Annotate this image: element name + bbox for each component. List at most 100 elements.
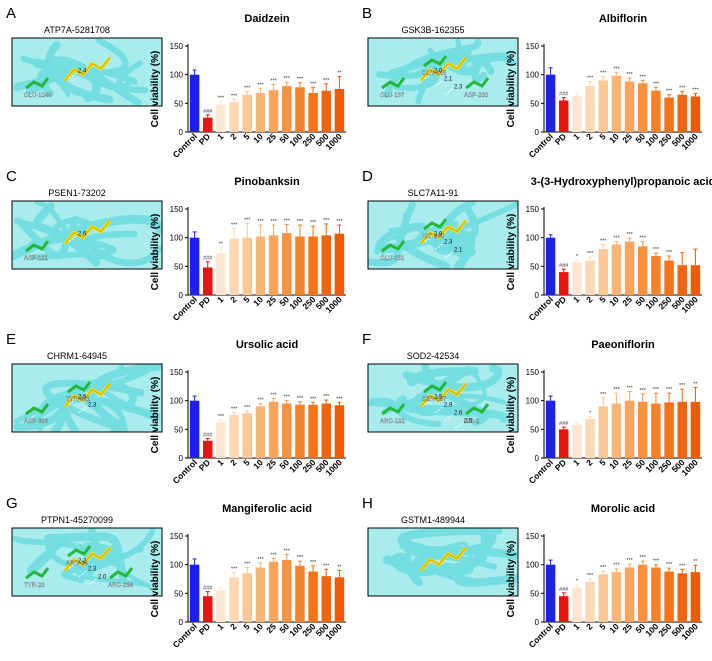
- bar-1: [216, 253, 226, 295]
- panel-letter: G: [6, 495, 18, 512]
- y-tick-label: 0: [535, 291, 540, 300]
- significance-label: ***: [297, 396, 304, 402]
- x-tick-label: 25: [620, 457, 634, 471]
- bar-500: [677, 94, 687, 132]
- significance-label: ###: [559, 92, 569, 98]
- y-tick-label: 150: [526, 532, 540, 541]
- bar-control: [189, 74, 200, 132]
- significance-label: ***: [587, 251, 594, 257]
- significance-label: ***: [653, 559, 660, 565]
- bar-1: [572, 95, 582, 132]
- significance-label: ***: [257, 557, 264, 563]
- residue-label: ARG-254: [108, 583, 134, 589]
- residue-stick: [25, 240, 50, 253]
- structure-frame: [367, 363, 519, 433]
- residue-label: TYR-20: [24, 583, 45, 589]
- x-tick-label: 10: [607, 131, 621, 145]
- residue-label: GLU-1048: [24, 93, 52, 99]
- panel-letter: D: [362, 168, 373, 185]
- x-tick-label: 2: [584, 457, 595, 468]
- panel-letter: E: [6, 331, 16, 348]
- hbond-distance: 2.1: [444, 77, 453, 83]
- hbond-distance: 2.3: [88, 403, 97, 409]
- hbond-line: [454, 422, 464, 429]
- y-tick-label: 50: [530, 99, 539, 108]
- protein-ribbon: [88, 364, 162, 430]
- bar-control: [189, 400, 200, 458]
- significance-label: ***: [679, 563, 686, 569]
- hbond-distance: 2.3: [454, 85, 463, 91]
- bar-100: [651, 567, 661, 622]
- y-tick-label: 100: [526, 234, 540, 243]
- structure-label: SOD2-42534: [407, 351, 460, 361]
- bar-100: [295, 236, 305, 295]
- residue-stick: [67, 545, 92, 558]
- bar-5: [598, 406, 608, 458]
- y-axis-label: Cell viability (%): [150, 541, 161, 618]
- x-tick-label: 10: [607, 621, 621, 635]
- significance-label: ***: [244, 562, 251, 568]
- y-tick-label: 100: [170, 561, 184, 570]
- bar-100: [295, 565, 305, 622]
- panel-a: A Daidzein ATP7A-5281708 GLU-1048 2.4 Cell vi…: [6, 5, 346, 160]
- ligand-outline: [420, 57, 467, 81]
- protein-ribbon: [423, 38, 462, 67]
- significance-label: ***: [270, 78, 277, 84]
- significance-label: ###: [203, 109, 213, 115]
- bar-5: [598, 80, 608, 132]
- y-tick-label: 50: [174, 99, 183, 108]
- x-tick-label: Control: [171, 294, 199, 322]
- bar-1: [572, 424, 582, 458]
- significance-label: ***: [600, 239, 607, 245]
- structure-label: PTPN1-45270099: [41, 515, 113, 525]
- x-tick-label: 10: [251, 621, 265, 635]
- y-tick-label: 150: [170, 42, 184, 51]
- residue-stick: [423, 218, 448, 231]
- hbond-line: [78, 406, 88, 413]
- protein-ribbon: [116, 60, 143, 89]
- residue-label: HIS-2: [464, 419, 480, 425]
- significance-label: ***: [323, 563, 330, 569]
- bar-25: [268, 561, 279, 622]
- y-tick-label: 100: [526, 397, 540, 406]
- bar-250: [664, 402, 674, 458]
- structure-frame: [11, 527, 163, 597]
- x-tick-label: PD: [197, 621, 212, 636]
- bar-pd: [559, 100, 569, 132]
- significance-label: ***: [640, 388, 647, 394]
- significance-label: ***: [310, 396, 317, 402]
- y-tick-label: 100: [526, 71, 540, 80]
- bar-pd: [559, 429, 569, 458]
- bar-1000: [690, 401, 701, 458]
- x-tick-label: 5: [241, 621, 252, 632]
- significance-label: ***: [284, 76, 291, 82]
- structure-label: SLC7A11-91: [408, 188, 459, 198]
- significance-label: ***: [284, 395, 291, 401]
- significance-label: ***: [613, 236, 620, 242]
- x-tick-label: PD: [553, 131, 568, 146]
- significance-label: ***: [257, 398, 264, 404]
- significance-label: ***: [310, 220, 317, 226]
- hbond-distance: 2.3: [444, 240, 453, 246]
- panel-letter: H: [362, 495, 373, 512]
- bar-10: [611, 75, 622, 132]
- hbond-distance: 2.9: [434, 232, 443, 238]
- hbond-line: [444, 414, 454, 421]
- bar-chart: Cell viability (%) 0 50 100 150 Control ### PD *…: [150, 368, 346, 486]
- bar-500: [321, 403, 331, 458]
- x-tick-label: 25: [264, 131, 278, 145]
- bar-1000: [334, 89, 345, 132]
- significance-label: ###: [203, 433, 213, 439]
- bar-500: [321, 576, 331, 622]
- bar-10: [611, 244, 622, 295]
- x-tick-label: 5: [241, 131, 252, 142]
- y-tick-label: 150: [170, 368, 184, 377]
- bar-2: [229, 577, 239, 622]
- residue-label: ASP-121: [24, 256, 49, 262]
- significance-label: *: [576, 254, 579, 260]
- docking-structure-image: ASP-121 2.6: [11, 200, 163, 270]
- bar-2: [585, 260, 595, 295]
- significance-label: ***: [323, 78, 330, 84]
- residue-label: SER-197: [422, 397, 447, 403]
- protein-cartoon: GLU-1048 2.4: [13, 38, 149, 106]
